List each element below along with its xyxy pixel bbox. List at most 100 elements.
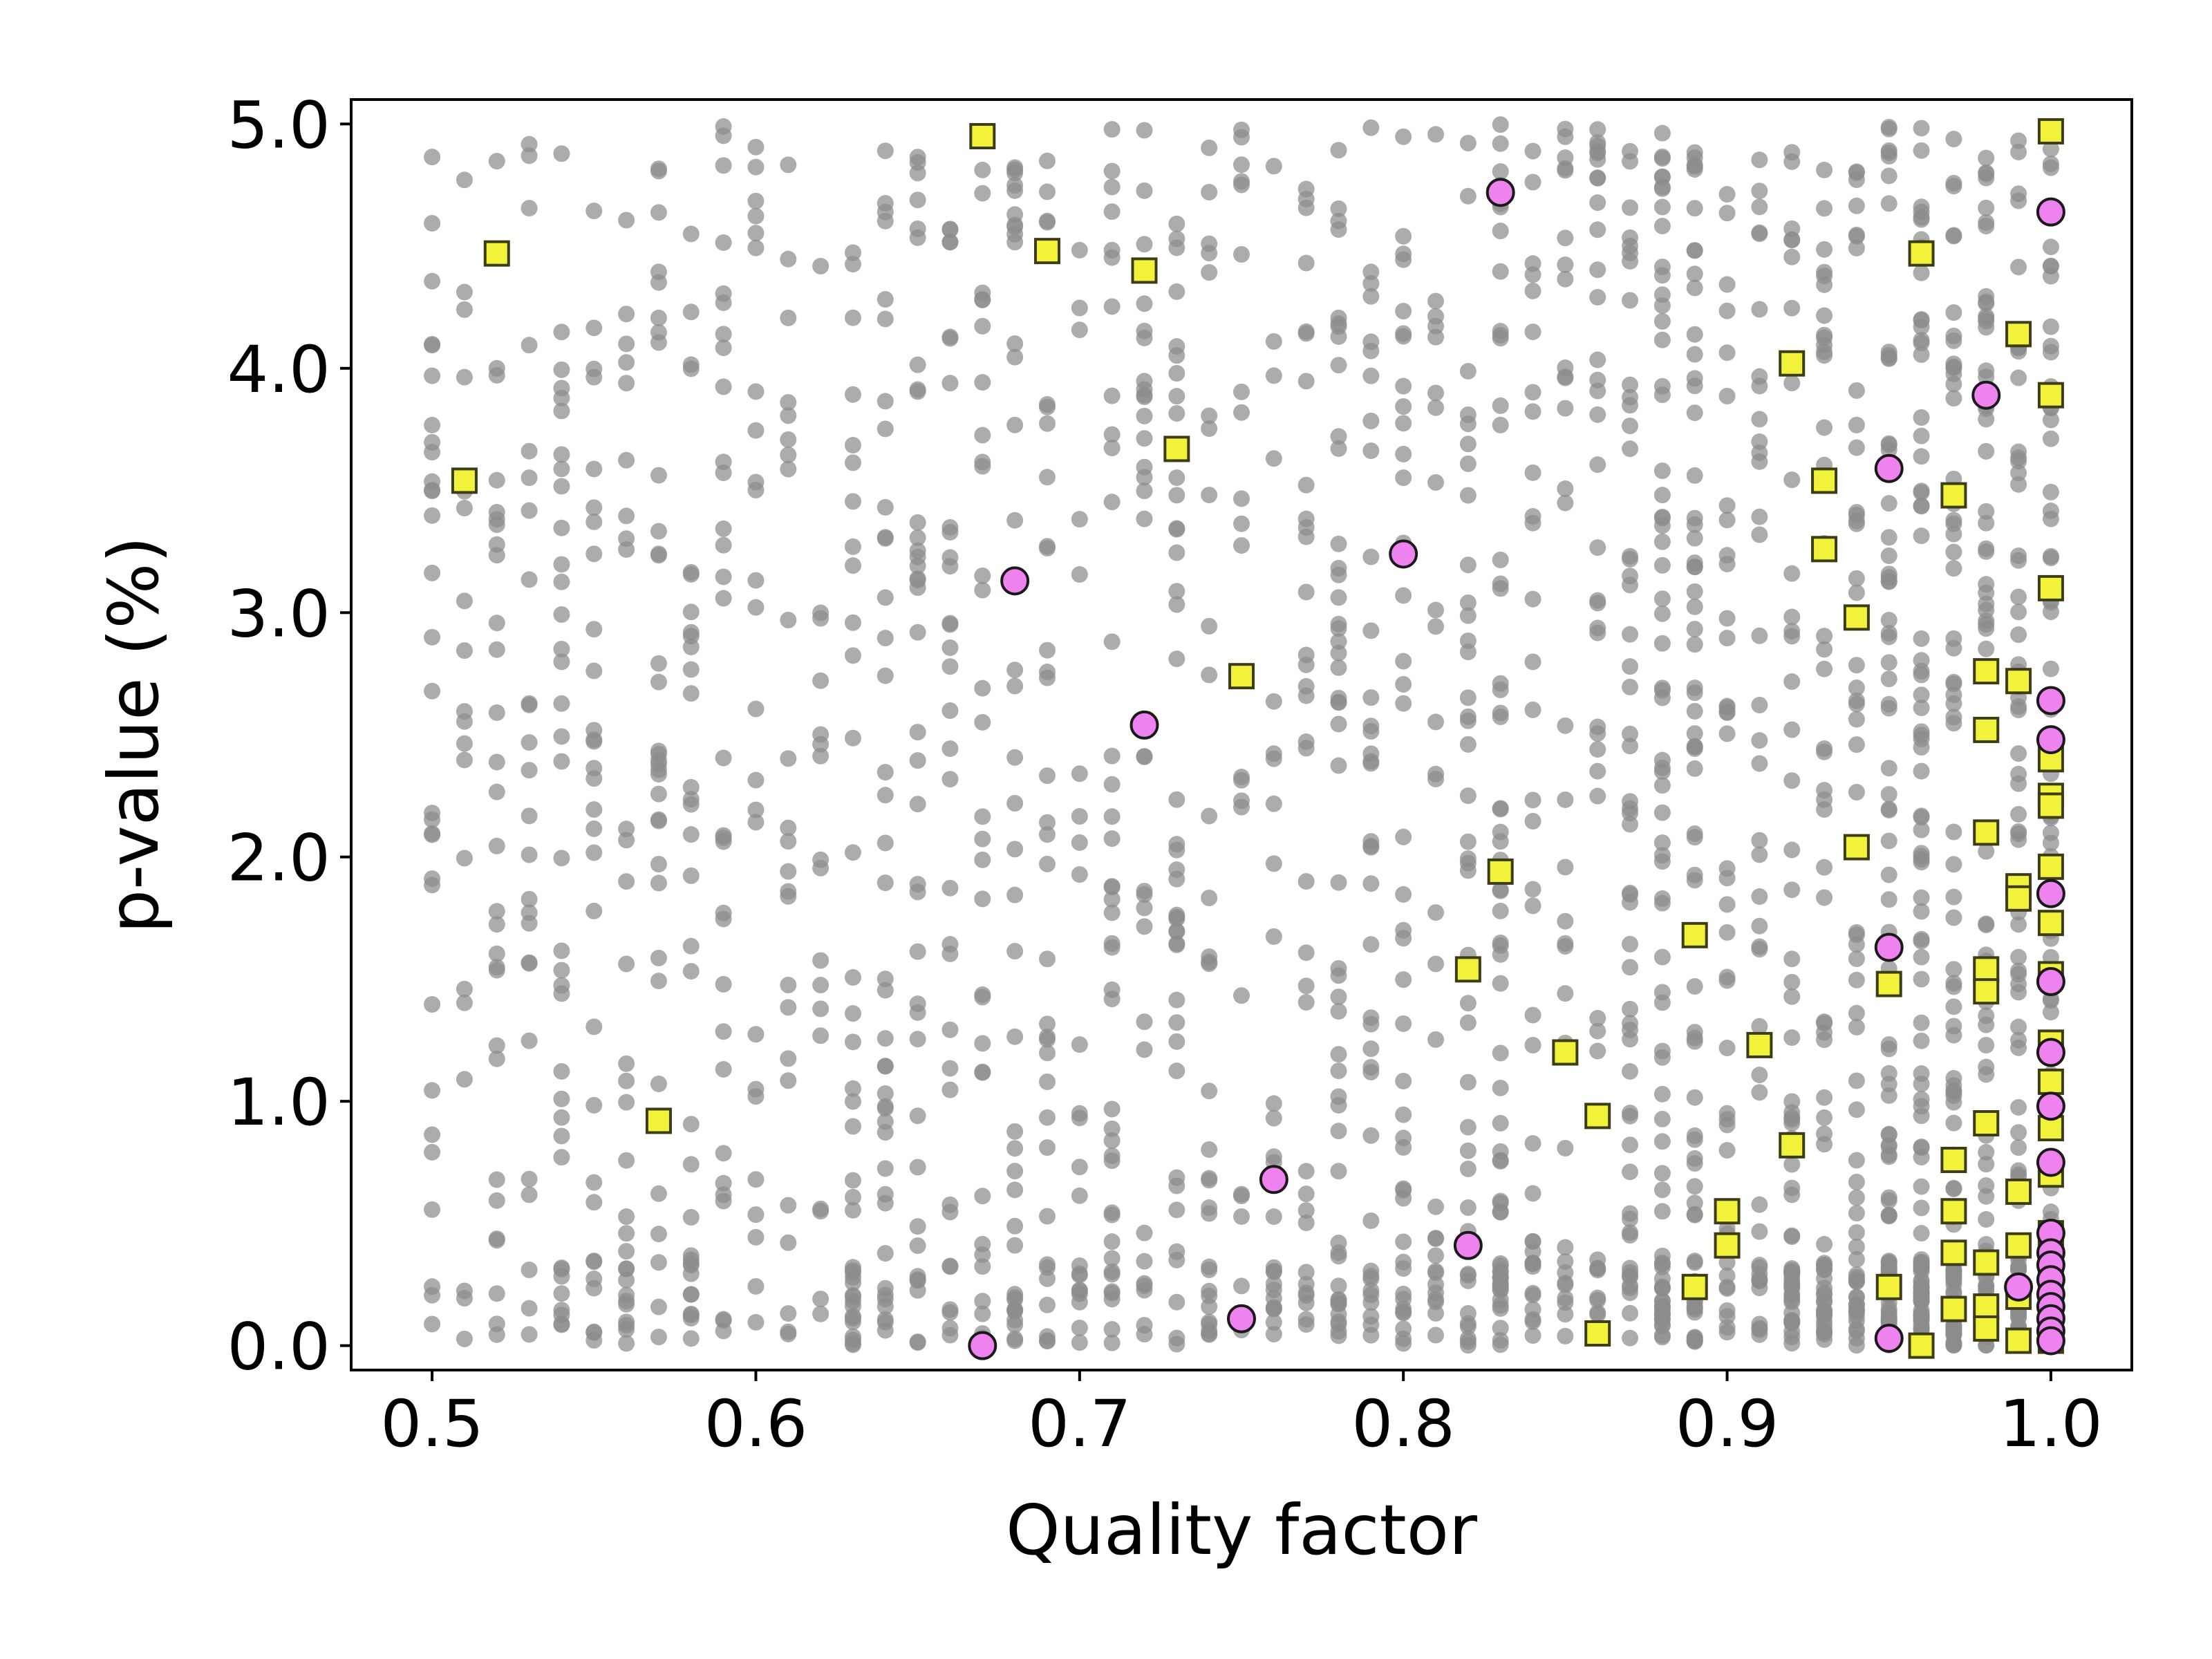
background-point (1880, 573, 1897, 590)
background-point (1103, 298, 1121, 315)
background-point (488, 1230, 505, 1248)
x-tick-label: 0.7 (1028, 1387, 1132, 1462)
background-point (1848, 936, 1865, 953)
background-point (1718, 388, 1736, 405)
background-point (1945, 673, 1962, 691)
background-point (1880, 866, 1897, 883)
background-point (1557, 1294, 1574, 1311)
square-point (1908, 240, 1935, 267)
background-point (1201, 1199, 1218, 1217)
background-point (553, 962, 570, 979)
background-point (1622, 959, 1639, 976)
background-point (1880, 529, 1897, 546)
background-point (1589, 261, 1606, 279)
background-point (747, 1313, 765, 1331)
background-point (456, 171, 473, 189)
background-point (1848, 439, 1865, 456)
background-point (1395, 227, 1412, 245)
background-point (1395, 377, 1412, 395)
background-point (715, 520, 732, 537)
background-point (1653, 462, 1671, 480)
background-point (715, 590, 732, 607)
background-point (1168, 1014, 1185, 1031)
background-point (521, 1262, 538, 1279)
background-point (1492, 163, 1509, 180)
background-point (1362, 837, 1380, 854)
background-point (1524, 507, 1541, 525)
background-point (682, 303, 700, 321)
background-point (1848, 1224, 1865, 1241)
background-point (618, 335, 635, 353)
background-point (844, 309, 861, 326)
background-point (585, 1324, 603, 1341)
background-point (1233, 383, 1250, 400)
background-point (682, 1116, 700, 1133)
background-point (1783, 1109, 1801, 1126)
background-point (1395, 415, 1412, 432)
background-point (844, 454, 861, 471)
background-point (682, 563, 700, 581)
background-point (1945, 560, 1962, 577)
background-point (424, 682, 441, 700)
background-point (521, 915, 538, 932)
background-point (1913, 889, 1930, 906)
background-point (1265, 693, 1282, 710)
background-point (1330, 715, 1347, 733)
background-point (974, 185, 991, 202)
background-point (1492, 1044, 1509, 1062)
background-point (780, 1072, 797, 1089)
background-point (780, 407, 797, 424)
background-point (1686, 1155, 1703, 1172)
background-point (618, 1055, 635, 1072)
background-point (521, 442, 538, 460)
background-point (1783, 950, 1801, 968)
background-point (1006, 943, 1024, 960)
background-point (1945, 975, 1962, 992)
background-point (780, 976, 797, 993)
background-point (1913, 948, 1930, 966)
background-point (1913, 854, 1930, 871)
background-point (1103, 494, 1121, 511)
background-point (747, 1277, 765, 1295)
background-point (747, 1026, 765, 1043)
background-point (1653, 751, 1671, 769)
background-point (1913, 1149, 1930, 1166)
background-point (1589, 1289, 1606, 1306)
background-point (488, 916, 505, 933)
background-point (1524, 1036, 1541, 1053)
background-point (1233, 1185, 1250, 1203)
background-point (1168, 405, 1185, 422)
background-point (780, 394, 797, 411)
background-point (1653, 777, 1671, 794)
background-point (1880, 147, 1897, 165)
background-point (844, 844, 861, 861)
background-point (553, 460, 570, 478)
background-point (1913, 448, 1930, 465)
background-point (909, 995, 926, 1013)
background-point (877, 1113, 894, 1130)
background-point (1783, 1314, 1801, 1331)
background-point (844, 386, 861, 403)
background-point (2010, 1018, 2027, 1035)
square-point (1973, 1110, 2000, 1137)
background-point (553, 402, 570, 420)
background-point (1653, 487, 1671, 504)
background-point (1006, 416, 1024, 433)
background-point (1653, 148, 1671, 165)
background-point (1686, 346, 1703, 363)
background-point (1622, 153, 1639, 170)
background-point (747, 1080, 765, 1098)
background-point (618, 507, 635, 525)
background-point (1913, 630, 1930, 647)
background-point (1492, 1114, 1509, 1132)
background-point (553, 1062, 570, 1080)
background-point (1978, 199, 1995, 216)
background-point (424, 826, 441, 843)
background-point (974, 1064, 991, 1081)
square-point (1973, 1249, 2000, 1276)
background-point (1201, 1262, 1218, 1279)
background-point (1686, 636, 1703, 653)
background-point (1686, 1127, 1703, 1144)
background-point (1816, 660, 1833, 677)
background-point (585, 731, 603, 749)
